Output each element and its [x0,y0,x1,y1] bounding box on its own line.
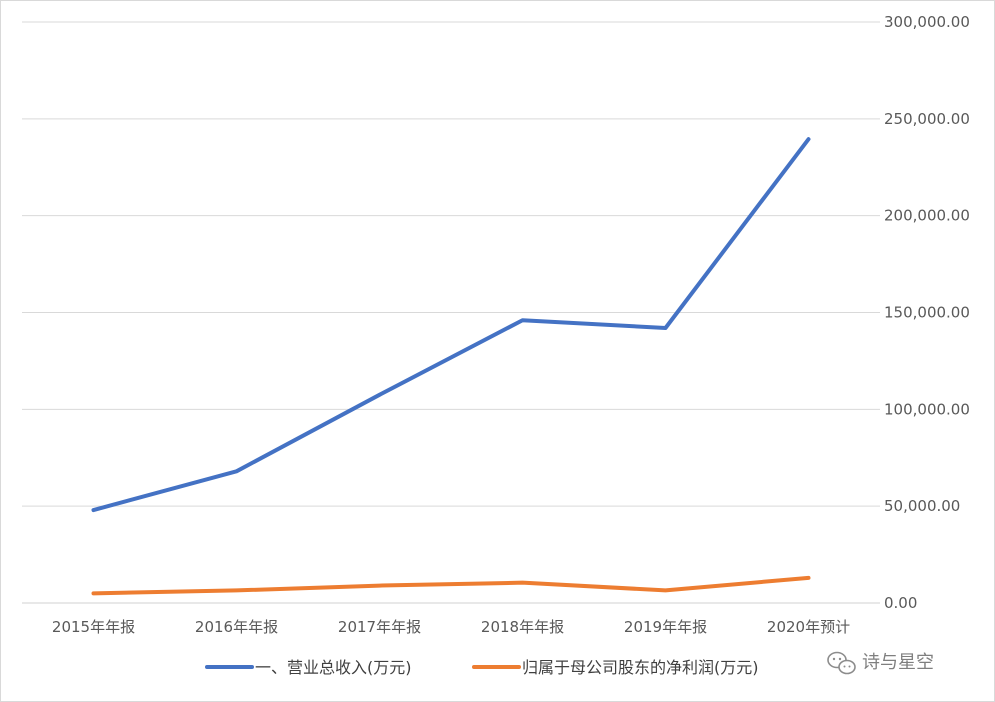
x-tick-label: 2019年年报 [624,618,707,636]
watermark: 诗与星空 [827,651,934,675]
legend: 一、营业总收入(万元) 归属于母公司股东的净利润(万元) [205,658,759,677]
y-tick-label: 0.00 [884,594,917,612]
gridlines [22,21,880,604]
series-line-0 [91,137,811,513]
y-tick-label: 100,000.00 [884,400,970,418]
wechat-icon [827,651,856,675]
y-tick-label: 150,000.00 [884,304,970,322]
y-tick-label: 250,000.00 [884,110,970,128]
watermark-text: 诗与星空 [862,652,934,673]
series-lines [91,137,811,596]
x-tick-label: 2018年年报 [481,618,564,636]
x-tick-label: 2017年年报 [338,618,421,636]
x-tick-label: 2016年年报 [195,618,278,636]
y-tick-label: 200,000.00 [884,207,970,225]
series-line-1 [91,575,811,596]
legend-label: 归属于母公司股东的净利润(万元) [522,658,759,677]
y-tick-label: 50,000.00 [884,497,960,515]
x-tick-label: 2020年预计 [767,618,850,636]
x-axis-ticks: 2015年年报 2016年年报 2017年年报 2018年年报 2019年年报 2020年… [52,618,850,636]
y-axis-ticks: 0.00 50,000.00 100,000.00 150,000.00 200,000… [884,13,970,612]
y-tick-label: 300,000.00 [884,13,970,31]
legend-label: 一、营业总收入(万元) [255,658,412,677]
x-tick-label: 2015年年报 [52,618,135,636]
